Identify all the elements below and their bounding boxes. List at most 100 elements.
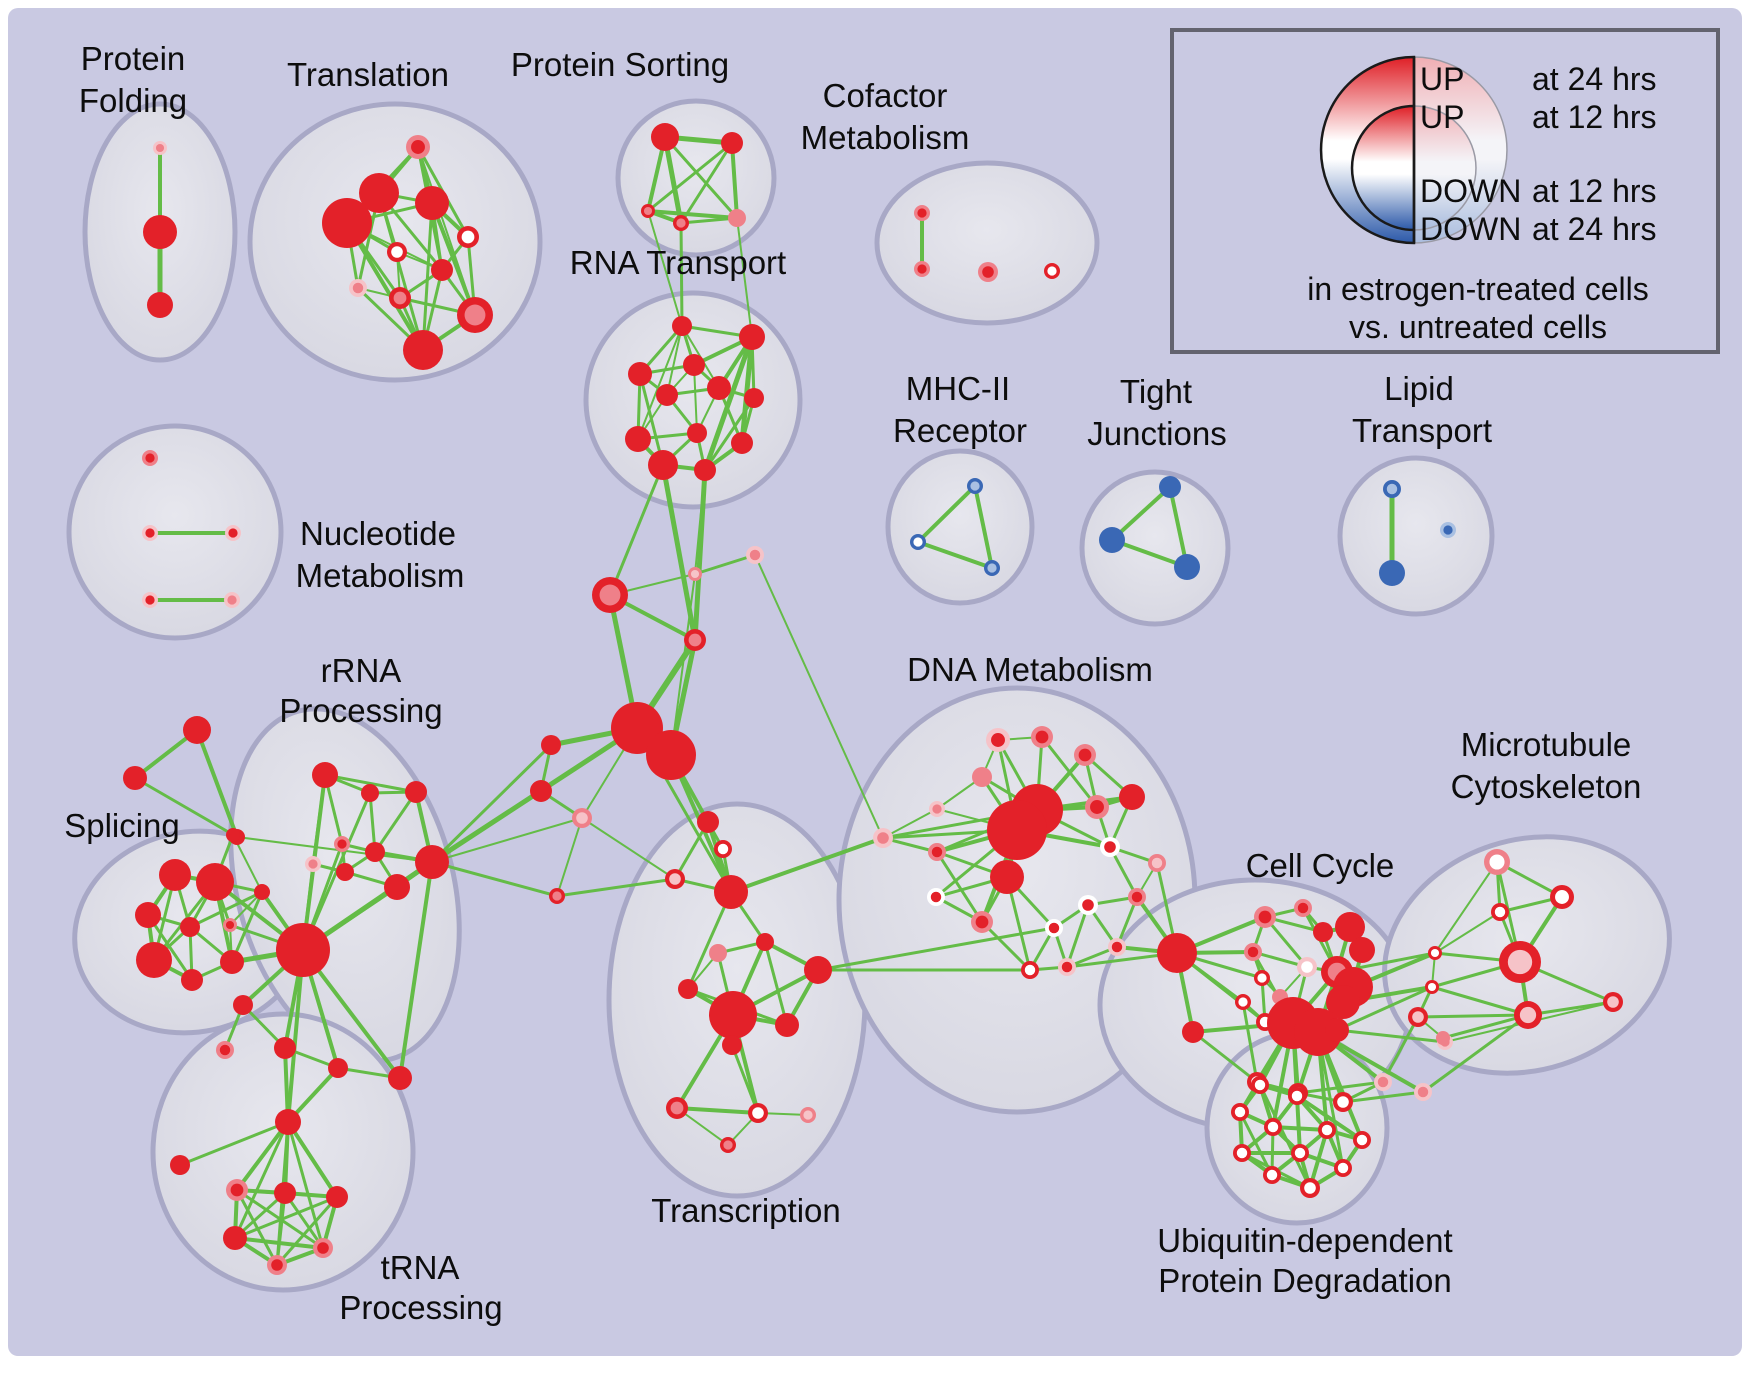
edge [1295, 1094, 1302, 1155]
node [142, 525, 158, 541]
edge [133, 776, 239, 839]
node [349, 279, 367, 297]
node-inner-disc [219, 1044, 231, 1056]
edge [730, 141, 739, 220]
node-outer-ring [1119, 784, 1145, 810]
node [651, 123, 679, 151]
node [707, 376, 731, 400]
node [1335, 912, 1365, 942]
node-inner-disc [155, 143, 165, 153]
node [1353, 1131, 1371, 1149]
node-inner-disc [1061, 961, 1073, 973]
node [728, 209, 746, 227]
node-inner-disc [145, 528, 155, 538]
node-outer-ring [1335, 912, 1365, 942]
node-inner-disc [970, 481, 980, 491]
node-inner-disc [676, 218, 686, 228]
node-outer-ring [274, 1037, 296, 1059]
node [322, 198, 372, 248]
node [694, 459, 716, 481]
node-outer-ring [223, 1226, 247, 1250]
edge [739, 334, 755, 446]
node [359, 173, 399, 213]
edge [608, 463, 665, 597]
node-outer-ring [415, 186, 449, 220]
node-inner-disc [230, 1183, 244, 1197]
node-outer-ring [709, 991, 757, 1039]
node-outer-ring [697, 811, 719, 833]
edge [1295, 1094, 1364, 1142]
legend-direction-label: DOWN [1420, 211, 1521, 247]
node-outer-ring [365, 842, 385, 862]
cluster-label-tight-junctions: Tight [1120, 373, 1192, 410]
node-inner-disc [931, 846, 943, 858]
edge [702, 334, 755, 473]
cluster-ellipse-tight-junctions [1079, 469, 1231, 627]
node [389, 287, 411, 309]
node [625, 426, 651, 452]
node [800, 1107, 816, 1123]
node-outer-ring [709, 944, 727, 962]
node [1157, 933, 1197, 973]
node [873, 828, 893, 848]
node-inner-disc [913, 537, 923, 547]
node [415, 845, 449, 879]
legend-direction-label: UP [1420, 99, 1464, 135]
node [142, 450, 158, 466]
node-outer-ring [678, 979, 698, 999]
node [744, 388, 764, 408]
node [1383, 480, 1401, 498]
node-outer-ring [804, 956, 832, 984]
node-inner-disc [670, 1101, 684, 1115]
edge [233, 1236, 325, 1250]
edge [1430, 985, 1530, 1017]
node [305, 856, 321, 872]
edge [693, 553, 757, 576]
node [666, 1097, 688, 1119]
edge [754, 554, 884, 839]
legend: UP at 24 hrs UP at 12 hrs DOWN at 12 hrs DOWN a… [1170, 28, 1720, 354]
node-inner-disc [1489, 854, 1505, 870]
legend-inner-disc-vivid-half [1350, 104, 1416, 232]
node-inner-disc [1082, 899, 1094, 911]
node-inner-disc [752, 1107, 764, 1119]
cluster-label-rrna-processing: rRNA [321, 652, 402, 689]
node [365, 842, 385, 862]
cluster-label-protein-folding: Folding [79, 82, 187, 119]
legend-caption: vs. untreated cells [1349, 309, 1607, 345]
node-outer-ring [135, 902, 161, 928]
node [665, 869, 685, 889]
cluster-label-ubiquitin-dependent-protein-degradation: Ubiquitin-dependent [1157, 1222, 1452, 1259]
node [1254, 970, 1270, 986]
cluster-label-cell-cycle: Cell Cycle [1246, 847, 1395, 884]
node [804, 956, 832, 984]
edge [430, 860, 559, 898]
node [1148, 854, 1166, 872]
edge [1110, 485, 1172, 542]
node-inner-disc [227, 595, 237, 605]
edge [679, 221, 684, 328]
node [170, 1155, 190, 1175]
edge [916, 540, 994, 570]
node [328, 1058, 348, 1078]
edge [736, 217, 753, 338]
node-inner-disc [1386, 483, 1398, 495]
node-inner-disc [1247, 946, 1259, 958]
node-outer-ring [990, 860, 1024, 894]
node [592, 577, 628, 613]
node-outer-ring [775, 1013, 799, 1037]
edge [1241, 1000, 1259, 1084]
node-inner-disc [803, 1110, 813, 1120]
edge [275, 1191, 287, 1267]
node [1235, 994, 1251, 1010]
node-inner-disc [464, 304, 486, 326]
node [549, 888, 565, 904]
edge [373, 790, 418, 854]
edge [1271, 1125, 1329, 1132]
node [721, 132, 743, 154]
node-inner-disc [723, 1140, 733, 1150]
edge [1191, 1030, 1259, 1084]
cluster-label-microtubule-cytoskeleton: Microtubule [1461, 726, 1632, 763]
node [457, 297, 493, 333]
